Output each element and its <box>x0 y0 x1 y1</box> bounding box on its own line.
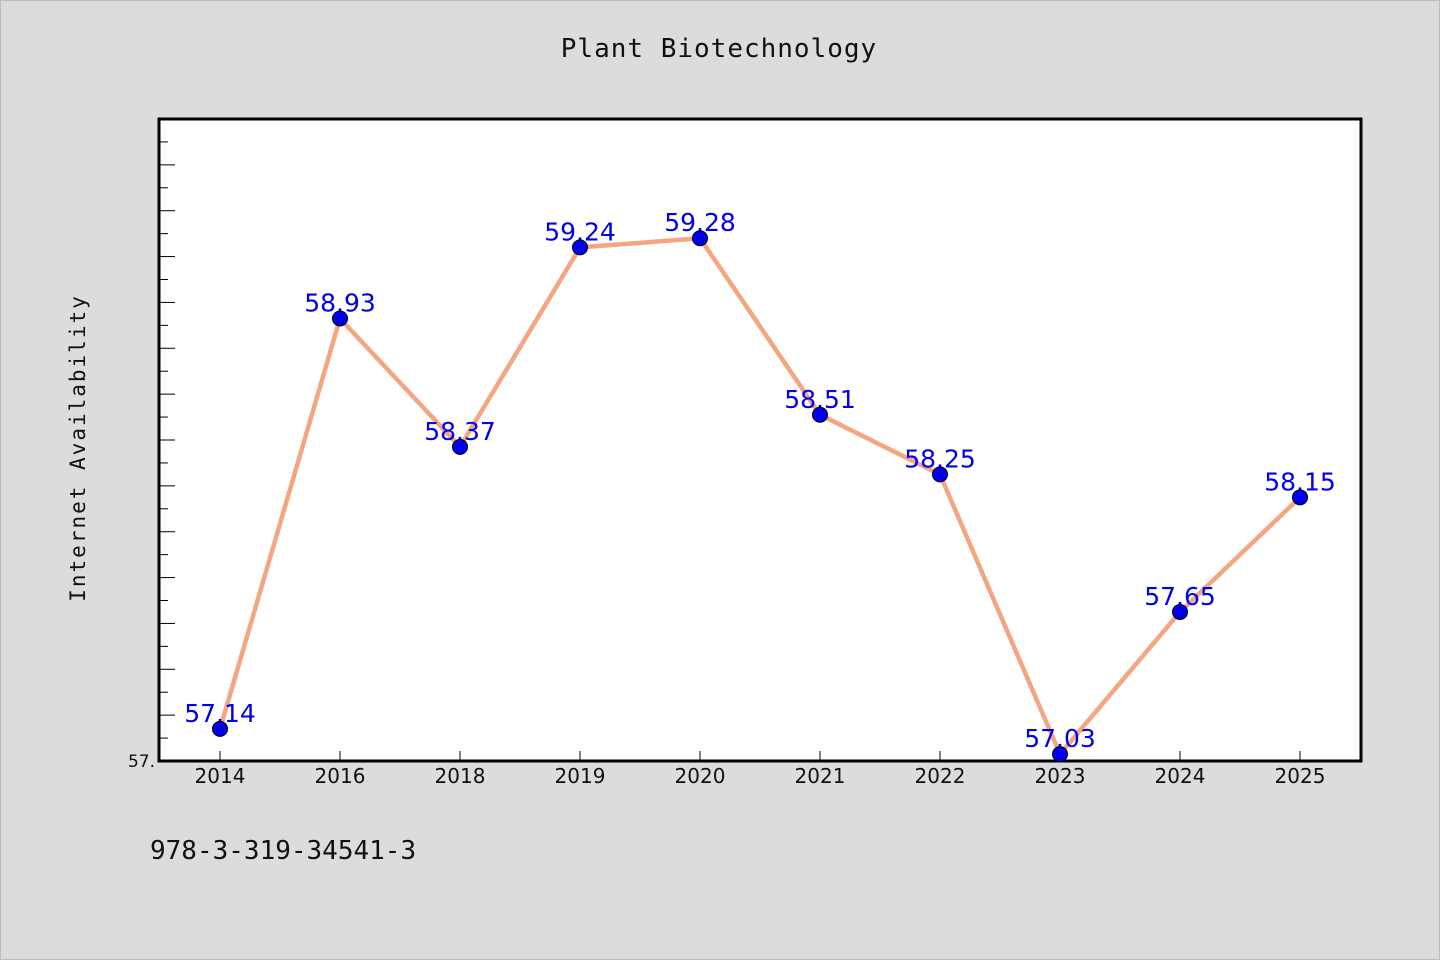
y-axis-ticks <box>159 141 175 762</box>
x-tick-label: 2018 <box>435 764 486 788</box>
data-point <box>572 239 588 256</box>
chart-title: Plant Biotechnology <box>560 34 878 64</box>
data-point <box>812 406 828 423</box>
plot-area <box>157 117 1363 763</box>
data-point <box>1292 489 1308 506</box>
x-tick-label: 2020 <box>675 764 726 788</box>
data-point <box>932 466 948 483</box>
x-tick-label: 2022 <box>915 764 966 788</box>
data-point <box>692 230 708 247</box>
data-point <box>1052 746 1068 763</box>
x-tick-label: 2021 <box>795 764 846 788</box>
data-point <box>1172 603 1188 620</box>
series-line <box>217 235 1302 757</box>
x-tick-label: 2019 <box>555 764 606 788</box>
x-axis-ticks: 2014 2016 2018 2019 2020 2021 2022 2023 2024 2025 <box>195 751 1326 788</box>
data-point <box>452 438 468 455</box>
y-tick-label: 57. <box>128 752 155 772</box>
x-tick-label: 2014 <box>195 764 246 788</box>
data-point <box>212 720 228 737</box>
x-tick-label: 2023 <box>1035 764 1086 788</box>
data-point <box>332 310 348 327</box>
footer-isbn: 978-3-319-34541-3 <box>150 836 417 866</box>
x-tick-label: 2025 <box>1275 764 1326 788</box>
data-markers <box>212 230 1308 763</box>
x-tick-label: 2024 <box>1155 764 1206 788</box>
x-tick-label: 2016 <box>315 764 366 788</box>
